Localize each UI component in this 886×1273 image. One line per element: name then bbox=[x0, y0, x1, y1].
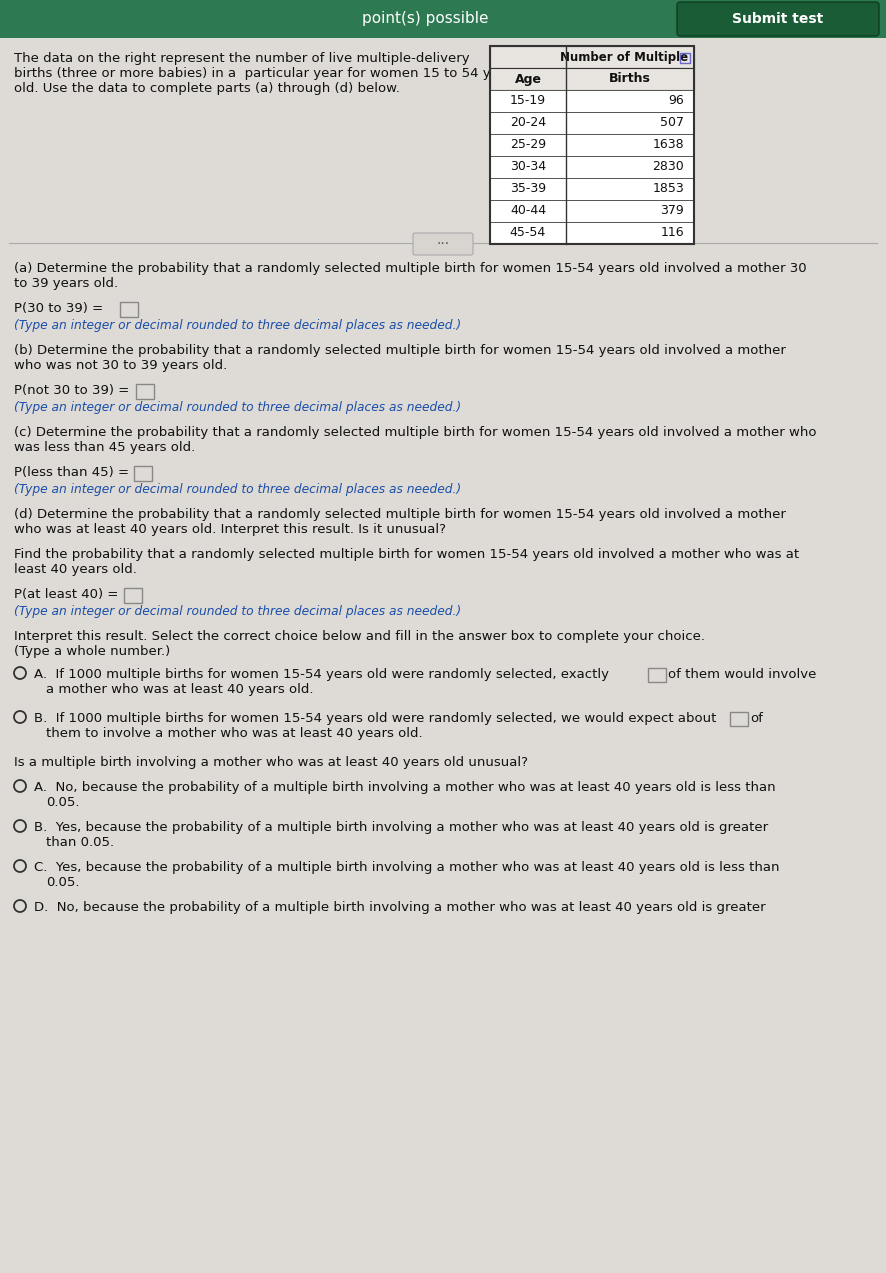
Bar bbox=[490, 112, 694, 134]
Text: old. Use the data to complete parts (a) through (d) below.: old. Use the data to complete parts (a) … bbox=[14, 81, 400, 95]
Text: 25-29: 25-29 bbox=[510, 139, 546, 151]
Text: of: of bbox=[750, 712, 763, 726]
Bar bbox=[0, 0, 886, 38]
Text: who was not 30 to 39 years old.: who was not 30 to 39 years old. bbox=[14, 359, 227, 372]
Text: 20-24: 20-24 bbox=[510, 117, 546, 130]
Text: 30-34: 30-34 bbox=[510, 160, 546, 173]
Bar bbox=[730, 712, 748, 726]
Text: 2830: 2830 bbox=[652, 160, 684, 173]
FancyBboxPatch shape bbox=[413, 233, 473, 255]
Text: them to involve a mother who was at least 40 years old.: them to involve a mother who was at leas… bbox=[46, 727, 423, 740]
Text: C.  Yes, because the probability of a multiple birth involving a mother who was : C. Yes, because the probability of a mul… bbox=[34, 861, 780, 875]
Bar bbox=[490, 134, 694, 157]
Text: (Type an integer or decimal rounded to three decimal places as needed.): (Type an integer or decimal rounded to t… bbox=[14, 605, 461, 617]
Text: (d) Determine the probability that a randomly selected multiple birth for women : (d) Determine the probability that a ran… bbox=[14, 508, 786, 521]
Bar bbox=[134, 466, 152, 481]
Text: a mother who was at least 40 years old.: a mother who was at least 40 years old. bbox=[46, 684, 314, 696]
Bar bbox=[124, 588, 142, 603]
Text: (a) Determine the probability that a randomly selected multiple birth for women : (a) Determine the probability that a ran… bbox=[14, 262, 806, 275]
Text: (Type an integer or decimal rounded to three decimal places as needed.): (Type an integer or decimal rounded to t… bbox=[14, 482, 461, 496]
Bar bbox=[490, 90, 694, 112]
Text: Number of Multiple: Number of Multiple bbox=[560, 51, 688, 64]
Text: (b) Determine the probability that a randomly selected multiple birth for women : (b) Determine the probability that a ran… bbox=[14, 344, 786, 356]
Text: (Type an integer or decimal rounded to three decimal places as needed.): (Type an integer or decimal rounded to t… bbox=[14, 401, 461, 414]
Text: 1638: 1638 bbox=[652, 139, 684, 151]
Text: 45-54: 45-54 bbox=[509, 227, 546, 239]
Text: P(30 to 39) =: P(30 to 39) = bbox=[14, 302, 103, 314]
Text: Submit test: Submit test bbox=[733, 11, 824, 25]
Text: P(not 30 to 39) =: P(not 30 to 39) = bbox=[14, 384, 129, 397]
Text: 15-19: 15-19 bbox=[510, 94, 546, 107]
Text: 40-44: 40-44 bbox=[510, 205, 546, 218]
Bar bbox=[490, 46, 694, 244]
Bar bbox=[680, 53, 690, 62]
Text: 379: 379 bbox=[660, 205, 684, 218]
Text: who was at least 40 years old. Interpret this result. Is it unusual?: who was at least 40 years old. Interpret… bbox=[14, 523, 446, 536]
Text: 507: 507 bbox=[660, 117, 684, 130]
Bar bbox=[490, 157, 694, 178]
Text: of them would involve: of them would involve bbox=[668, 668, 816, 681]
Text: The data on the right represent the number of live multiple-delivery: The data on the right represent the numb… bbox=[14, 52, 470, 65]
Text: (c) Determine the probability that a randomly selected multiple birth for women : (c) Determine the probability that a ran… bbox=[14, 426, 817, 439]
Text: B.  Yes, because the probability of a multiple birth involving a mother who was : B. Yes, because the probability of a mul… bbox=[34, 821, 768, 834]
Text: 1853: 1853 bbox=[652, 182, 684, 196]
Bar bbox=[648, 668, 666, 682]
Text: than 0.05.: than 0.05. bbox=[46, 836, 114, 849]
Text: Find the probability that a randomly selected multiple birth for women 15-54 yea: Find the probability that a randomly sel… bbox=[14, 547, 799, 561]
Text: B.  If 1000 multiple births for women 15-54 years old were randomly selected, we: B. If 1000 multiple births for women 15-… bbox=[34, 712, 717, 726]
Bar bbox=[490, 46, 694, 67]
Text: P(at least 40) =: P(at least 40) = bbox=[14, 588, 119, 601]
Text: 35-39: 35-39 bbox=[510, 182, 546, 196]
Text: 0.05.: 0.05. bbox=[46, 796, 80, 810]
Bar bbox=[490, 178, 694, 200]
Bar bbox=[120, 302, 138, 317]
Text: births (three or more babies) in a  particular year for women 15 to 54 years: births (three or more babies) in a parti… bbox=[14, 67, 519, 80]
Text: to 39 years old.: to 39 years old. bbox=[14, 278, 118, 290]
Text: Interpret this result. Select the correct choice below and fill in the answer bo: Interpret this result. Select the correc… bbox=[14, 630, 705, 643]
Text: was less than 45 years old.: was less than 45 years old. bbox=[14, 440, 195, 454]
Text: Births: Births bbox=[609, 73, 651, 85]
Text: 96: 96 bbox=[668, 94, 684, 107]
Text: least 40 years old.: least 40 years old. bbox=[14, 563, 136, 575]
Text: (Type an integer or decimal rounded to three decimal places as needed.): (Type an integer or decimal rounded to t… bbox=[14, 320, 461, 332]
Text: A.  No, because the probability of a multiple birth involving a mother who was a: A. No, because the probability of a mult… bbox=[34, 782, 775, 794]
Text: point(s) possible: point(s) possible bbox=[362, 11, 488, 27]
Text: ···: ··· bbox=[437, 237, 449, 251]
Bar bbox=[490, 67, 694, 90]
Text: (Type a whole number.): (Type a whole number.) bbox=[14, 645, 170, 658]
Text: 116: 116 bbox=[660, 227, 684, 239]
Text: P(less than 45) =: P(less than 45) = bbox=[14, 466, 129, 479]
Text: Is a multiple birth involving a mother who was at least 40 years old unusual?: Is a multiple birth involving a mother w… bbox=[14, 756, 528, 769]
Text: 0.05.: 0.05. bbox=[46, 876, 80, 889]
Text: Age: Age bbox=[515, 73, 541, 85]
Bar bbox=[136, 384, 154, 398]
Text: D.  No, because the probability of a multiple birth involving a mother who was a: D. No, because the probability of a mult… bbox=[34, 901, 766, 914]
Bar bbox=[490, 222, 694, 244]
Text: A.  If 1000 multiple births for women 15-54 years old were randomly selected, ex: A. If 1000 multiple births for women 15-… bbox=[34, 668, 609, 681]
FancyBboxPatch shape bbox=[677, 3, 879, 36]
Bar bbox=[490, 200, 694, 222]
